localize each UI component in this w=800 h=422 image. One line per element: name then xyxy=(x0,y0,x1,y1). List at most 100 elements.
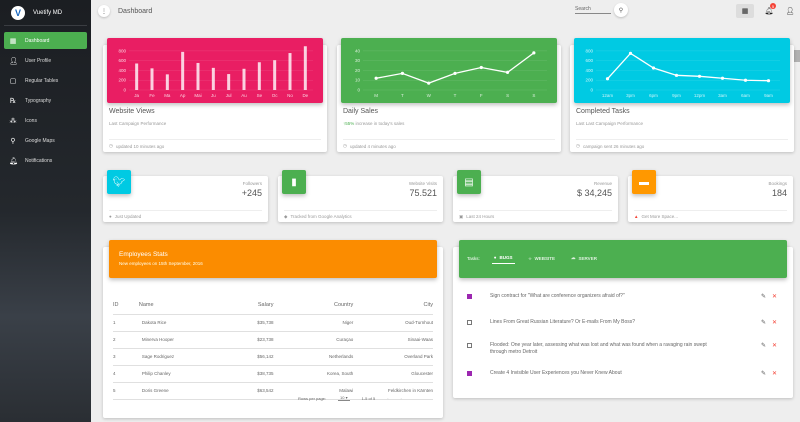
sidebar-item-notifications[interactable]: 🔔︎ Notifications xyxy=(4,152,87,169)
edit-icon[interactable]: ✎ xyxy=(760,294,766,300)
close-icon[interactable]: ✕ xyxy=(771,371,777,377)
table-row: 5 Doris Greene $63,542 Malawi Feldkirchen in… xyxy=(113,382,433,400)
subtitle-text: Last Campaign Performance xyxy=(109,121,167,126)
chart-header: 0 200 400 600 800 12am 3pm 6pm 9pm 12pm 3am 6am 9am xyxy=(574,38,790,103)
task-checkbox[interactable] xyxy=(467,320,472,325)
calendar-icon: ▣ xyxy=(459,213,464,219)
sidebar-item-dashboard[interactable]: ▦ Dashboard xyxy=(4,32,87,49)
dashboard-icon: ▦ xyxy=(9,37,17,45)
y-tick-label: 800 xyxy=(118,48,126,53)
notifications-button[interactable]: 🔔︎ 5 xyxy=(760,3,778,18)
close-icon[interactable]: ✕ xyxy=(771,320,777,326)
x-tick-label: 12pm xyxy=(694,93,706,98)
employees-title: Employees Stats xyxy=(119,251,168,258)
tasks-card: Tasks: ● BUGS ‹› WEBSITE ☁ SERVER Sign contrac… xyxy=(453,240,793,398)
search-button[interactable]: ⚲ xyxy=(614,3,628,17)
brand[interactable]: V Vuetify MD xyxy=(4,0,87,26)
y-tick-label: 0 xyxy=(357,88,360,93)
edit-icon[interactable]: ✎ xyxy=(760,320,766,326)
x-tick-label: Oc xyxy=(272,93,279,98)
column-header-country[interactable]: Country xyxy=(273,297,354,315)
cell-name: Sage Rodriguez xyxy=(138,348,219,366)
dashboard-icon: ▦ xyxy=(741,8,749,15)
sidebar: V Vuetify MD ▦ Dashboard 👤︎ User Profile ▢ Reg… xyxy=(0,0,91,422)
task-item: Flooded: One year later, assessing what … xyxy=(467,342,777,356)
clipboard-icon: ▢ xyxy=(9,77,17,85)
profile-button[interactable]: 👤︎ xyxy=(781,4,799,18)
bar xyxy=(242,68,246,90)
stat-footer: ▣ Last 24 Hours xyxy=(459,210,612,222)
column-header-city[interactable]: City xyxy=(353,297,433,315)
cell-city: Feldkirchen in Kärnten xyxy=(353,382,433,400)
data-point xyxy=(651,66,656,70)
task-actions: ✎ ✕ xyxy=(761,342,777,349)
x-tick-label: Au xyxy=(241,93,247,98)
cell-country: Niger xyxy=(273,314,354,332)
sofa-icon: ▬ xyxy=(632,170,656,194)
stat-footer: ▲ Get More Space... xyxy=(634,210,787,222)
sidebar-item-typography[interactable]: ℞ Typography xyxy=(4,92,87,109)
sidebar-item-label: Typography xyxy=(25,97,52,104)
bar xyxy=(288,53,292,90)
x-tick-label: 6am xyxy=(741,93,750,98)
tab-server[interactable]: ☁ SERVER xyxy=(569,252,599,264)
column-header-salary[interactable]: Salary xyxy=(218,297,274,315)
chart-footer: ◷ updated 4 minutes ago xyxy=(343,139,555,152)
x-tick-label: S xyxy=(506,93,509,98)
x-tick-label: T xyxy=(454,93,457,98)
table-row: 1 Dakota Rice $35,738 Niger Oud-Turnhout xyxy=(113,314,433,332)
cell-country: Netherlands xyxy=(273,348,354,366)
data-point xyxy=(720,76,725,80)
task-text: Sign contract for "What are conference o… xyxy=(490,293,625,299)
edit-icon[interactable]: ✎ xyxy=(760,343,766,349)
x-tick-label: No xyxy=(287,93,293,98)
tab-bugs[interactable]: ● BUGS xyxy=(491,252,515,264)
rows-per-page-select[interactable]: 10 ▾ xyxy=(338,395,350,401)
tasks-label: Tasks: xyxy=(467,255,480,261)
warning-icon: ▲ xyxy=(634,214,639,219)
menu-toggle-button[interactable]: ⋮ xyxy=(98,5,110,17)
y-tick-label: 200 xyxy=(118,78,126,83)
cell-name: Doris Greene xyxy=(138,382,219,400)
y-tick-label: 0 xyxy=(590,88,593,93)
close-icon[interactable]: ✕ xyxy=(771,343,777,349)
task-checkbox[interactable] xyxy=(467,343,472,348)
chart-svg: 0 10 20 30 40 M T W T F S S xyxy=(355,48,547,98)
edit-icon[interactable]: ✎ xyxy=(760,371,766,377)
subtitle-highlight: 55% xyxy=(345,121,355,126)
y-tick-label: 800 xyxy=(585,48,593,53)
column-header-id[interactable]: ID xyxy=(113,297,139,315)
cloud-icon: ☁ xyxy=(571,255,576,260)
settings-drawer-handle[interactable] xyxy=(790,50,800,62)
task-checkbox[interactable] xyxy=(467,294,472,299)
search-input[interactable]: Search xyxy=(575,6,611,14)
footer-text: campaign sent 26 minutes ago xyxy=(582,143,645,149)
sidebar-item-label: Dashboard xyxy=(25,37,50,44)
sidebar-item-google-maps[interactable]: ⚲ Google Maps xyxy=(4,132,87,149)
footer-text: updated 4 minutes ago xyxy=(349,143,396,149)
employees-subtitle: New employees on 15th September, 2016 xyxy=(119,261,203,266)
next-page-button[interactable]: › xyxy=(400,395,402,401)
task-text: Create 4 Invisible User Experiences you … xyxy=(490,370,622,376)
column-header-name[interactable]: Name xyxy=(138,297,219,315)
sidebar-item-icons[interactable]: ⁂ Icons xyxy=(4,112,87,129)
x-tick-label: 9pm xyxy=(672,93,681,98)
task-item: Create 4 Invisible User Experiences you … xyxy=(467,370,777,377)
y-tick-label: 40 xyxy=(355,48,361,53)
x-tick-label: T xyxy=(401,93,404,98)
map-marker-icon: ⚲ xyxy=(10,137,16,145)
dashboard-button[interactable]: ▦ xyxy=(736,4,754,18)
data-point xyxy=(374,76,378,80)
prev-page-button[interactable]: ‹ xyxy=(387,395,389,401)
task-checkbox[interactable] xyxy=(467,371,472,376)
sidebar-item-user-profile[interactable]: 👤︎ User Profile xyxy=(4,52,87,69)
tab-website[interactable]: ‹› WEBSITE xyxy=(527,253,558,264)
sidebar-item-label: User Profile xyxy=(25,57,52,64)
close-icon[interactable]: ✕ xyxy=(771,294,777,300)
x-tick-label: 12am xyxy=(602,93,614,98)
cell-country: Korea, South xyxy=(273,365,354,383)
sidebar-item-regular-tables[interactable]: ▢ Regular Tables xyxy=(4,72,87,89)
info-icon: ● xyxy=(109,214,112,219)
bar xyxy=(165,74,169,90)
bug-icon: ● xyxy=(493,255,497,260)
